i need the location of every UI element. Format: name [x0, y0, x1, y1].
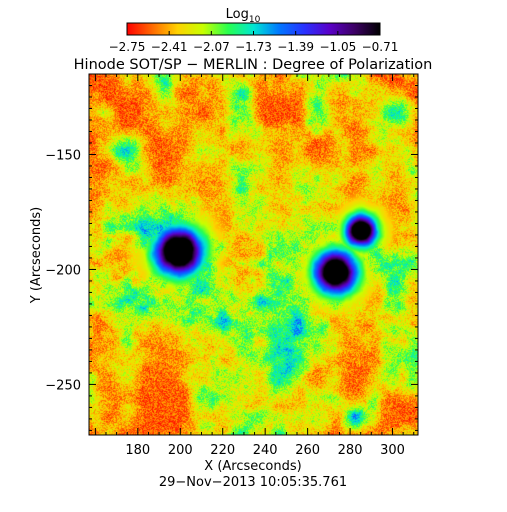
y-axis-label: Y (Arcseconds) — [29, 207, 44, 304]
heatmap-area — [89, 74, 418, 435]
x-tick-label: 300 — [380, 443, 405, 458]
colorbar-label-main: Log — [226, 7, 249, 22]
colorbar-ticks: −2.75 −2.41 −2.07 −1.73 −1.39 −1.05 −0.71 — [109, 31, 399, 54]
chart-title: Hinode SOT/SP − MERLIN : Degree of Polar… — [74, 57, 433, 73]
x-axis-label: X (Arcseconds) — [204, 459, 301, 474]
x-tick-label: 260 — [295, 443, 320, 458]
x-axis: 180 200 220 240 260 280 300 — [94, 74, 415, 458]
plot-frame — [88, 73, 419, 436]
y-tick-label: −150 — [45, 148, 81, 163]
x-tick-label: 240 — [253, 443, 278, 458]
colorbar-tick-label: −0.71 — [362, 40, 399, 54]
colorbar-tick-label: −1.05 — [319, 40, 356, 54]
colorbar-tick-label: −2.41 — [151, 40, 188, 54]
colorbar-label: Log10 — [226, 7, 261, 25]
x-tick-label: 280 — [338, 443, 363, 458]
x-tick-label: 180 — [125, 443, 150, 458]
x-tick-label: 200 — [168, 443, 193, 458]
y-tick-label: −250 — [45, 378, 81, 393]
colorbar-label-sub: 10 — [249, 15, 261, 25]
y-tick-label: −200 — [45, 263, 81, 278]
colorbar-tick-label: −2.07 — [193, 40, 230, 54]
colorbar-tick-label: −2.75 — [109, 40, 146, 54]
colorbar-tick-label: −1.39 — [277, 40, 314, 54]
y-axis: −150 −200 −250 — [45, 73, 418, 431]
timestamp-footer: 29−Nov−2013 10:05:35.761 — [159, 475, 347, 490]
x-tick-label: 220 — [210, 443, 235, 458]
colorbar-tick-label: −1.73 — [235, 40, 272, 54]
polarization-heatmap — [89, 74, 418, 435]
